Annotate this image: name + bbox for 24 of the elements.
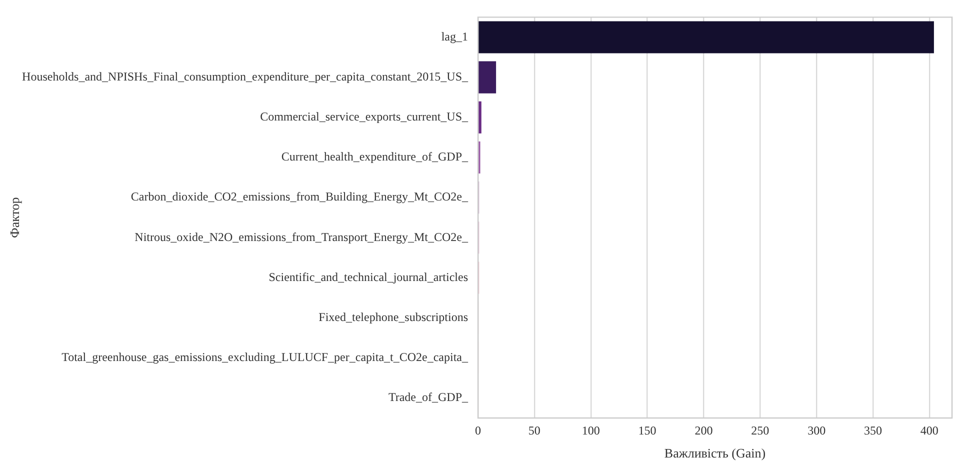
y-tick-label: Households_and_NPISHs_Final_consumption_expenditure_per_capita_constant_2015_US_ bbox=[22, 69, 469, 84]
x-axis-title: Важливість (Gain) bbox=[664, 446, 766, 461]
x-tick-label: 250 bbox=[751, 423, 770, 438]
y-tick-label: Carbon_dioxide_CO2_emissions_from_Building_Energy_Mt_CO2e_ bbox=[130, 190, 469, 204]
x-tick-label: 300 bbox=[808, 423, 826, 438]
x-tick-label: 50 bbox=[528, 423, 540, 438]
y-tick-label: Scientific_and_technical_journal_articles bbox=[268, 270, 468, 284]
y-tick-label: Nitrous_oxide_N2O_emissions_from_Transport_Energy_Mt_CO2e_ bbox=[134, 230, 469, 244]
y-tick-label: Commercial_service_exports_current_US_ bbox=[260, 110, 469, 124]
bar bbox=[478, 21, 934, 54]
x-tick-label: 0 bbox=[475, 423, 481, 438]
x-tick-label: 350 bbox=[864, 423, 882, 438]
y-tick-label: Current_health_expenditure_of_GDP_ bbox=[281, 150, 469, 164]
bar bbox=[478, 61, 496, 94]
y-tick-label: Trade_of_GDP_ bbox=[388, 390, 469, 404]
x-tick-label: 100 bbox=[582, 423, 600, 438]
bar bbox=[478, 101, 482, 134]
x-tick-label: 150 bbox=[638, 423, 656, 438]
y-tick-label: Fixed_telephone_subscriptions bbox=[318, 310, 468, 324]
y-tick-label: Total_greenhouse_gas_emissions_excluding_LULUCF_per_capita_t_CO2e_capita_ bbox=[62, 350, 469, 364]
x-tick-label: 400 bbox=[920, 423, 938, 438]
y-tick-label: lag_1 bbox=[441, 29, 468, 44]
y-axis-title: Фактор bbox=[7, 197, 22, 238]
x-tick-label: 200 bbox=[694, 423, 713, 438]
